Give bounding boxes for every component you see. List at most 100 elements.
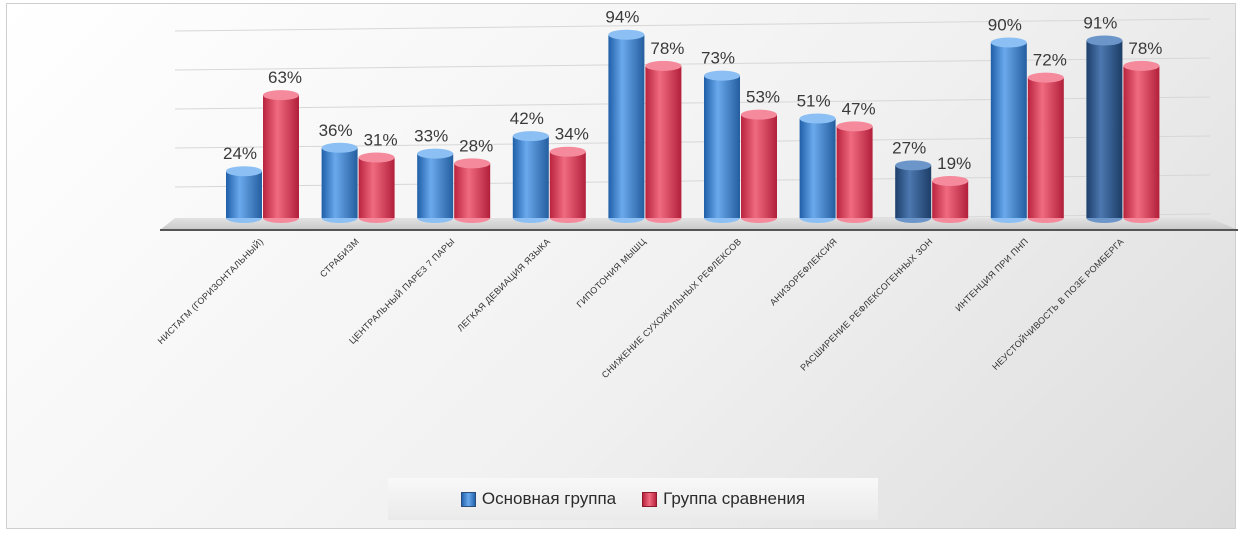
bar-body <box>704 75 740 219</box>
bar-body <box>608 34 645 219</box>
legend-swatch-blue <box>460 491 476 507</box>
bar-comparison-group <box>454 158 491 223</box>
category-label: СТРАБИЗМ <box>318 236 361 279</box>
bar-main-group <box>704 70 740 223</box>
bar-body <box>932 180 969 218</box>
bar-main-group <box>895 160 932 223</box>
bar-comparison-group <box>263 90 299 223</box>
value-label-comparison: 34% <box>555 125 589 144</box>
value-label-main: 42% <box>510 109 544 128</box>
value-label-comparison: 63% <box>268 68 302 87</box>
bar-body <box>263 95 299 218</box>
bar-body <box>645 65 682 219</box>
bar-cap <box>549 146 586 157</box>
category-label: ГИПОТОНИЯ МЫШЦ <box>575 236 648 309</box>
bar-body <box>549 151 586 218</box>
value-label-comparison: 47% <box>842 99 876 118</box>
bar-body <box>512 136 549 218</box>
bar-main-group <box>1086 35 1123 223</box>
legend-swatch-red <box>642 491 658 507</box>
value-label-comparison: 31% <box>364 131 398 150</box>
bar-body <box>990 42 1027 218</box>
bar-body <box>741 114 777 218</box>
value-label-main: 24% <box>223 144 257 163</box>
bars <box>226 29 1160 223</box>
bar-comparison-group <box>549 146 586 223</box>
bar-cap <box>990 37 1027 48</box>
bar-main-group <box>417 148 454 223</box>
value-label-comparison: 78% <box>650 39 684 58</box>
bar-body <box>226 171 262 218</box>
bar-cap <box>321 142 358 153</box>
bar-cap <box>932 175 969 186</box>
bar-cap <box>1027 72 1064 83</box>
bar-cap <box>454 158 491 169</box>
bar-cap <box>608 29 645 40</box>
bar-comparison-group <box>645 60 682 223</box>
value-labels: 24% 63% 36% 31% 33% 28% 42% 34% 94% 78% 73% 53% 51% 4… <box>223 8 1162 173</box>
value-label-main: 94% <box>605 8 639 27</box>
value-label-main: 51% <box>797 92 831 111</box>
bar-cap <box>358 152 395 163</box>
legend-label: Основная группа <box>481 489 617 508</box>
category-label: ЛЕГКАЯ ДЕВИАЦИЯ ЯЗЫКА <box>455 236 552 333</box>
bar-cap <box>836 121 873 132</box>
value-label-comparison: 78% <box>1128 39 1162 58</box>
bar-main-group <box>512 131 549 223</box>
category-label: ЦЕНТРАЛЬНЫЙ ПАРЕЗ 7 ПАРЫ <box>346 236 456 346</box>
category-label: НИСТАГМ (ГОРИЗОНТАЛЬНЫЙ) <box>155 236 265 346</box>
bar-main-group <box>321 142 358 223</box>
bar-body <box>358 157 395 218</box>
bar-main-group <box>608 29 645 223</box>
bar-cap <box>512 131 549 142</box>
bar-cap <box>1086 35 1123 46</box>
value-label-comparison: 53% <box>746 88 780 107</box>
bar-cap <box>895 160 932 171</box>
bar-cap <box>263 90 299 101</box>
bar-main-group <box>226 166 262 223</box>
bar-main-group <box>990 37 1027 223</box>
bar-body <box>1027 77 1064 218</box>
bar-body <box>1123 65 1160 219</box>
value-label-comparison: 28% <box>459 136 493 155</box>
bar-main-group <box>799 113 836 223</box>
bar-cap <box>417 148 454 159</box>
category-label: АНИЗОРЕФЛЕКСИЯ <box>768 236 839 307</box>
legend-item-main: Основная группа <box>460 489 617 509</box>
value-label-main: 91% <box>1083 14 1117 33</box>
value-label-main: 36% <box>319 121 353 140</box>
bar-body <box>454 163 491 218</box>
bar-body <box>799 118 836 218</box>
bar-cap <box>645 60 682 71</box>
category-label: ИНТЕНЦИЯ ПРИ ПНП <box>953 236 1030 313</box>
bar-body <box>321 147 358 218</box>
gridline <box>174 57 1211 71</box>
bar-body <box>895 165 932 218</box>
bar-body <box>417 153 454 218</box>
bar-cap <box>704 70 740 81</box>
gridline <box>174 18 1211 32</box>
value-label-main: 33% <box>414 127 448 146</box>
bar-comparison-group <box>836 121 873 223</box>
bar-cap <box>226 166 262 177</box>
bar-cap <box>799 113 836 124</box>
floor-plane <box>160 218 1238 230</box>
chart-floor <box>160 218 1238 231</box>
legend: Основная группа Группа сравнения <box>388 478 878 520</box>
bar-comparison-group <box>741 109 777 223</box>
bar-body <box>836 126 873 218</box>
bar-body <box>1086 40 1123 218</box>
bar-cap <box>1123 60 1160 71</box>
value-label-main: 90% <box>988 16 1022 35</box>
legend-item-comparison: Группа сравнения <box>642 489 805 509</box>
bar-comparison-group <box>1027 72 1064 223</box>
legend-label: Группа сравнения <box>663 489 806 508</box>
value-label-comparison: 72% <box>1033 51 1067 70</box>
bar-comparison-group <box>358 152 395 223</box>
bar-comparison-group <box>932 175 969 223</box>
category-labels: НИСТАГМ (ГОРИЗОНТАЛЬНЫЙ) СТРАБИЗМЦЕНТРАЛЬ… <box>155 236 1126 380</box>
value-label-comparison: 19% <box>937 154 971 173</box>
value-label-main: 27% <box>892 138 926 157</box>
value-label-main: 73% <box>701 49 735 68</box>
